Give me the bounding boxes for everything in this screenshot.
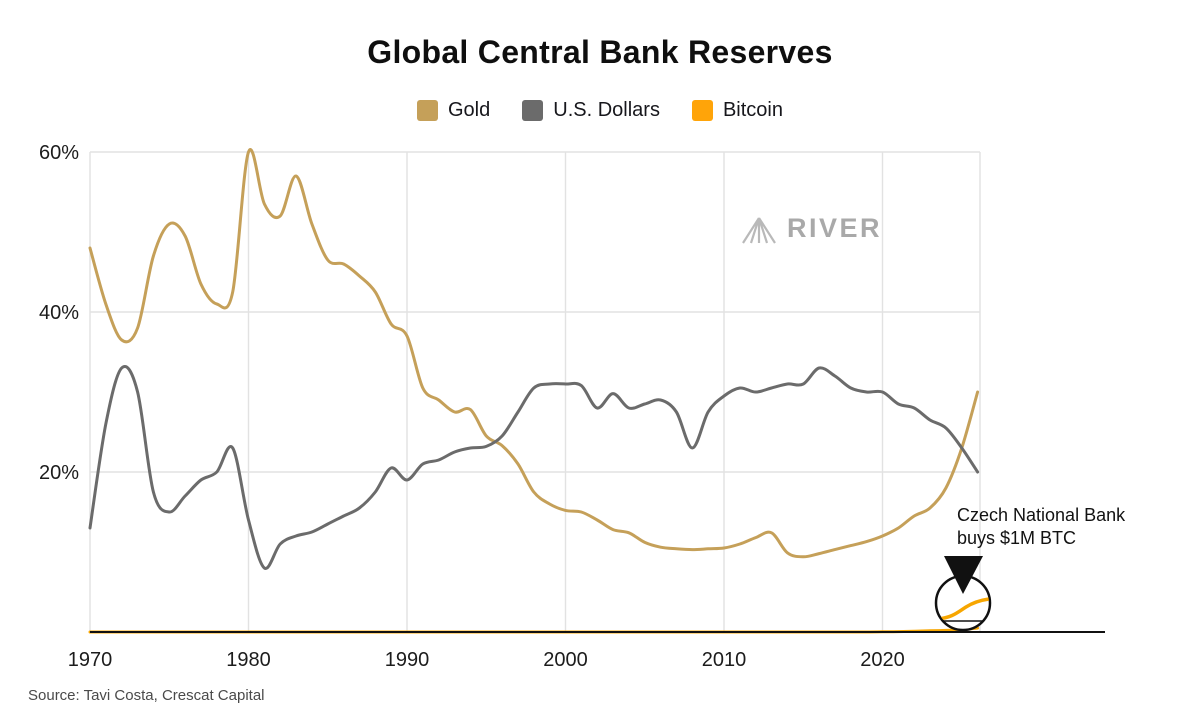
legend-swatch: [691, 100, 713, 121]
y-tick-label: 40%: [39, 302, 79, 324]
legend-swatch: [522, 100, 544, 121]
legend-label: Bitcoin: [722, 99, 783, 121]
legend-item-u-s-dollars: U.S. Dollars: [522, 99, 660, 122]
annotation-czech-national-bank: Czech National Bank buys $1M BTC: [957, 504, 1125, 550]
legend-item-bitcoin: Bitcoin: [691, 99, 783, 122]
magnifier-bitcoin-line: [937, 597, 989, 621]
river-watermark: RIVER: [740, 213, 882, 244]
x-tick-label: 1980: [226, 649, 271, 671]
legend-label: U.S. Dollars: [553, 99, 660, 121]
magnifier-inset: [934, 556, 992, 632]
annotation-line2: buys $1M BTC: [957, 528, 1077, 548]
river-logo-icon: [742, 216, 776, 244]
chart-title: Global Central Bank Reserves: [367, 34, 833, 70]
x-tick-label: 2020: [860, 649, 905, 671]
magnifier-pointer: [944, 556, 983, 594]
source-credit: Source: Tavi Costa, Crescat Capital: [28, 687, 265, 704]
river-logo-text: RIVER: [787, 213, 883, 243]
legend: Gold U.S. Dollars Bitcoin: [0, 99, 1200, 122]
annotation-line1: Czech National Bank: [957, 505, 1126, 525]
series-u-s-dollars: [88, 365, 980, 570]
legend-label: Gold: [448, 99, 491, 121]
x-tick-label: 1970: [68, 649, 113, 671]
series-gold: [88, 148, 980, 559]
legend-item-gold: Gold: [417, 99, 490, 122]
y-tick-label: 20%: [39, 462, 79, 484]
x-tick-label: 2010: [702, 649, 747, 671]
x-tick-label: 2000: [543, 649, 588, 671]
y-tick-label: 60%: [39, 142, 79, 164]
x-tick-label: 1990: [385, 649, 430, 671]
legend-swatch: [417, 100, 438, 121]
